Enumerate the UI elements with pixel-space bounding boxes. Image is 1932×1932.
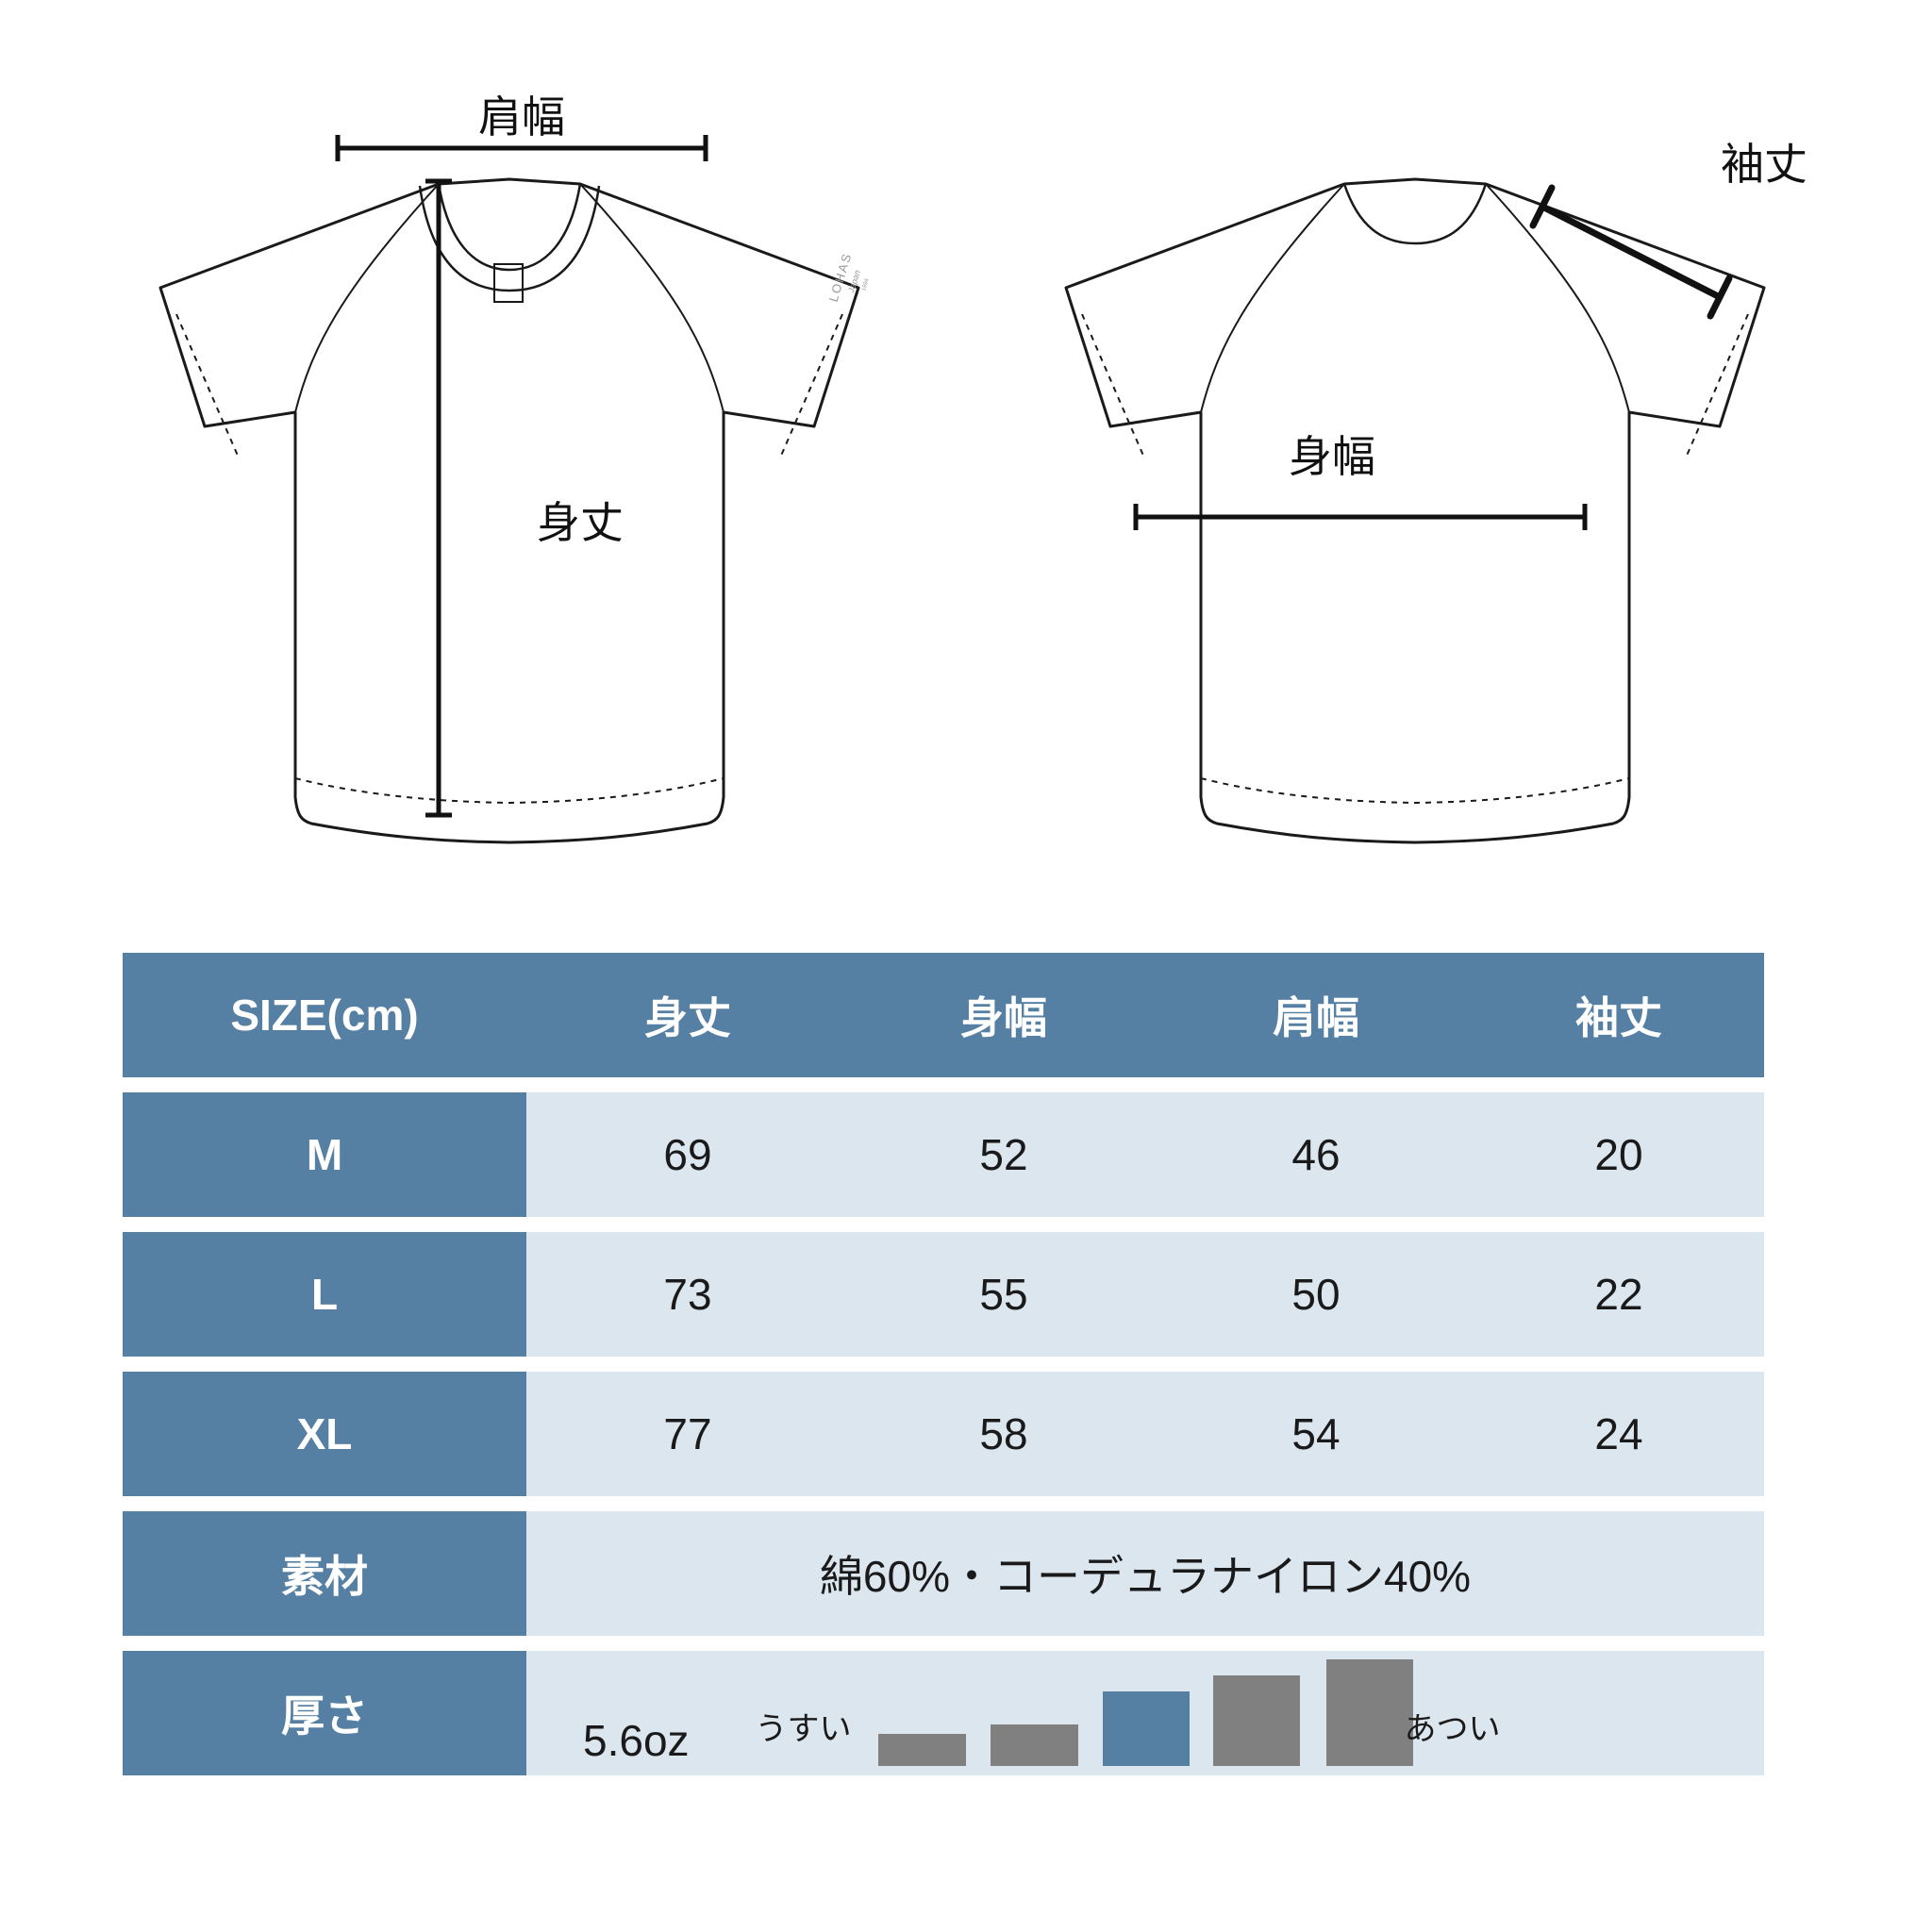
svg-text:身丈: 身丈	[537, 498, 624, 547]
svg-text:身幅: 身幅	[1289, 432, 1375, 481]
svg-text:袖丈: 袖丈	[1721, 140, 1807, 189]
svg-text:肩幅: 肩幅	[478, 92, 565, 142]
svg-text:1994: 1994	[861, 277, 871, 291]
